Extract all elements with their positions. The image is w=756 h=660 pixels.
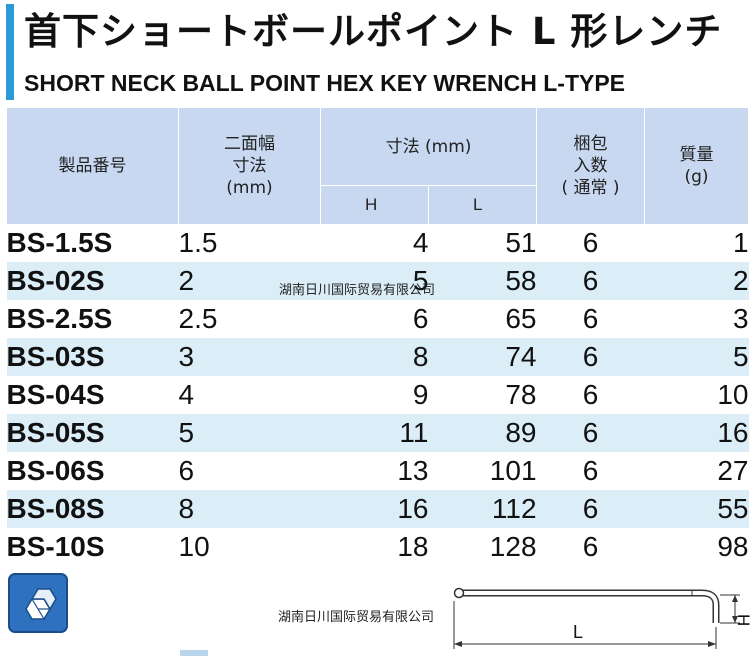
product-code-cell: BS-10S — [6, 531, 105, 562]
l-wrench-diagram: L H — [453, 587, 752, 649]
l-cell: 128 — [489, 531, 537, 562]
hex-key-icon — [8, 573, 68, 633]
header-mass-line2: (g) — [684, 167, 709, 187]
width-cell: 1.5 — [178, 227, 218, 258]
product-code-cell: BS-1.5S — [6, 227, 113, 258]
pack-quantity-cell: 6 — [582, 455, 599, 486]
width-cell: 3 — [178, 338, 321, 376]
mass-cell: 5 — [644, 338, 749, 376]
pack-quantity-cell: 6 — [536, 490, 645, 528]
width-cell: 4 — [178, 379, 195, 410]
mass-cell: 3 — [732, 303, 749, 334]
header-width: 二面幅 寸法 (mm) — [178, 108, 321, 224]
header-width-line1: 二面幅 — [224, 134, 275, 154]
watermark-text: 湖南日川国际贸易有限公司 — [278, 610, 435, 625]
product-code-cell: BS-05S — [6, 414, 179, 452]
width-cell: 6 — [178, 455, 195, 486]
wrench-shape — [453, 587, 720, 623]
pack-quantity-cell: 6 — [582, 531, 599, 562]
l-cell: 89 — [428, 414, 537, 452]
l-cell: 74 — [428, 338, 537, 376]
table-row: BS-1.5S 1.5 4 51 6 1 — [7, 224, 749, 262]
l-cell: 65 — [505, 303, 537, 334]
header-mass: 質量 (g) — [644, 108, 750, 224]
page-subtitle: SHORT NECK BALL POINT HEX KEY WRENCH L-T… — [24, 70, 626, 96]
product-code-cell: BS-06S — [6, 455, 105, 486]
h-cell: 6 — [412, 303, 429, 334]
table-row: BS-05S 5 11 89 6 16 — [6, 414, 749, 452]
l-cell: 78 — [505, 379, 537, 410]
product-code-cell: BS-04S — [6, 379, 105, 410]
width-cell: 5 — [178, 414, 321, 452]
product-code-cell: BS-08S — [6, 490, 179, 528]
table-row: BS-02S 2 5 58 6 2 — [6, 262, 749, 300]
header-pack-line3: ( 通常 ) — [561, 178, 620, 198]
table-row: BS-10S 10 18 128 6 98 — [7, 528, 749, 566]
l-cell: 112 — [428, 490, 537, 528]
header-width-line3: (mm) — [226, 178, 273, 198]
length-label: L — [573, 622, 583, 642]
mass-cell: 16 — [644, 414, 749, 452]
header-pack-line2: 入数 — [573, 156, 608, 176]
spec-table: 製品番号 二面幅 寸法 (mm) 寸法 (mm) 梱包 入数 ( 通常 ) 質量… — [6, 108, 750, 566]
header-h: H — [320, 185, 429, 224]
l-cell: 58 — [428, 262, 537, 300]
header-width-line2: 寸法 — [232, 156, 267, 176]
pack-quantity-cell: 6 — [536, 414, 645, 452]
length-dimension: L — [453, 601, 717, 649]
mass-cell: 10 — [717, 379, 749, 410]
table-row: BS-2.5S 2.5 6 65 6 3 — [7, 300, 749, 338]
h-cell: 9 — [412, 379, 429, 410]
page-title: 首下ショートボールポイント L 形レンチ — [24, 10, 723, 53]
pack-quantity-cell: 6 — [582, 379, 599, 410]
width-cell: 10 — [178, 531, 210, 562]
pack-quantity-cell: 6 — [536, 262, 645, 300]
h-cell: 13 — [397, 455, 429, 486]
mass-cell: 2 — [644, 262, 749, 300]
pack-quantity-cell: 6 — [536, 338, 645, 376]
width-cell: 2 — [178, 262, 321, 300]
header-product-code: 製品番号 — [6, 108, 179, 224]
header-pack-line1: 梱包 — [573, 134, 608, 154]
l-cell: 101 — [489, 455, 537, 486]
decorative-mark — [180, 650, 208, 656]
width-cell: 8 — [178, 490, 321, 528]
table-row: BS-04S 4 9 78 6 10 — [7, 376, 749, 414]
spec-table-body: BS-1.5S 1.5 4 51 6 1 BS-02S 2 5 58 6 2 BS-2.5S 2.5 6 65… — [6, 224, 749, 566]
watermark-text: 湖南日川国际贸易有限公司 — [279, 283, 436, 298]
header-l: L — [427, 185, 538, 224]
h-cell: 8 — [320, 338, 429, 376]
table-row: BS-06S 6 13 101 6 27 — [7, 452, 749, 490]
h-cell: 4 — [412, 227, 429, 258]
mass-cell: 27 — [717, 455, 749, 486]
h-cell: 18 — [397, 531, 429, 562]
pack-quantity-cell: 6 — [582, 303, 599, 334]
height-label: H — [734, 614, 752, 626]
width-cell: 2.5 — [178, 303, 218, 334]
header-pack: 梱包 入数 ( 通常 ) — [536, 108, 646, 224]
product-code-cell: BS-02S — [6, 262, 179, 300]
header-mass-line1: 質量 — [679, 145, 714, 165]
product-code-cell: BS-2.5S — [6, 303, 113, 334]
h-cell: 5 — [320, 262, 429, 300]
table-row: BS-08S 8 16 112 6 55 — [6, 490, 749, 528]
product-code-cell: BS-03S — [6, 338, 179, 376]
table-row: BS-03S 3 8 74 6 5 — [6, 338, 749, 376]
mass-cell: 55 — [644, 490, 749, 528]
title-accent-bar — [6, 4, 14, 100]
mass-cell: 98 — [717, 531, 749, 562]
h-cell: 11 — [320, 414, 429, 452]
height-dimension: H — [720, 594, 752, 626]
l-cell: 51 — [505, 227, 537, 258]
mass-cell: 1 — [732, 227, 749, 258]
pack-quantity-cell: 6 — [582, 227, 599, 258]
header-dimensions: 寸法 (mm) — [319, 108, 538, 186]
h-cell: 16 — [320, 490, 429, 528]
